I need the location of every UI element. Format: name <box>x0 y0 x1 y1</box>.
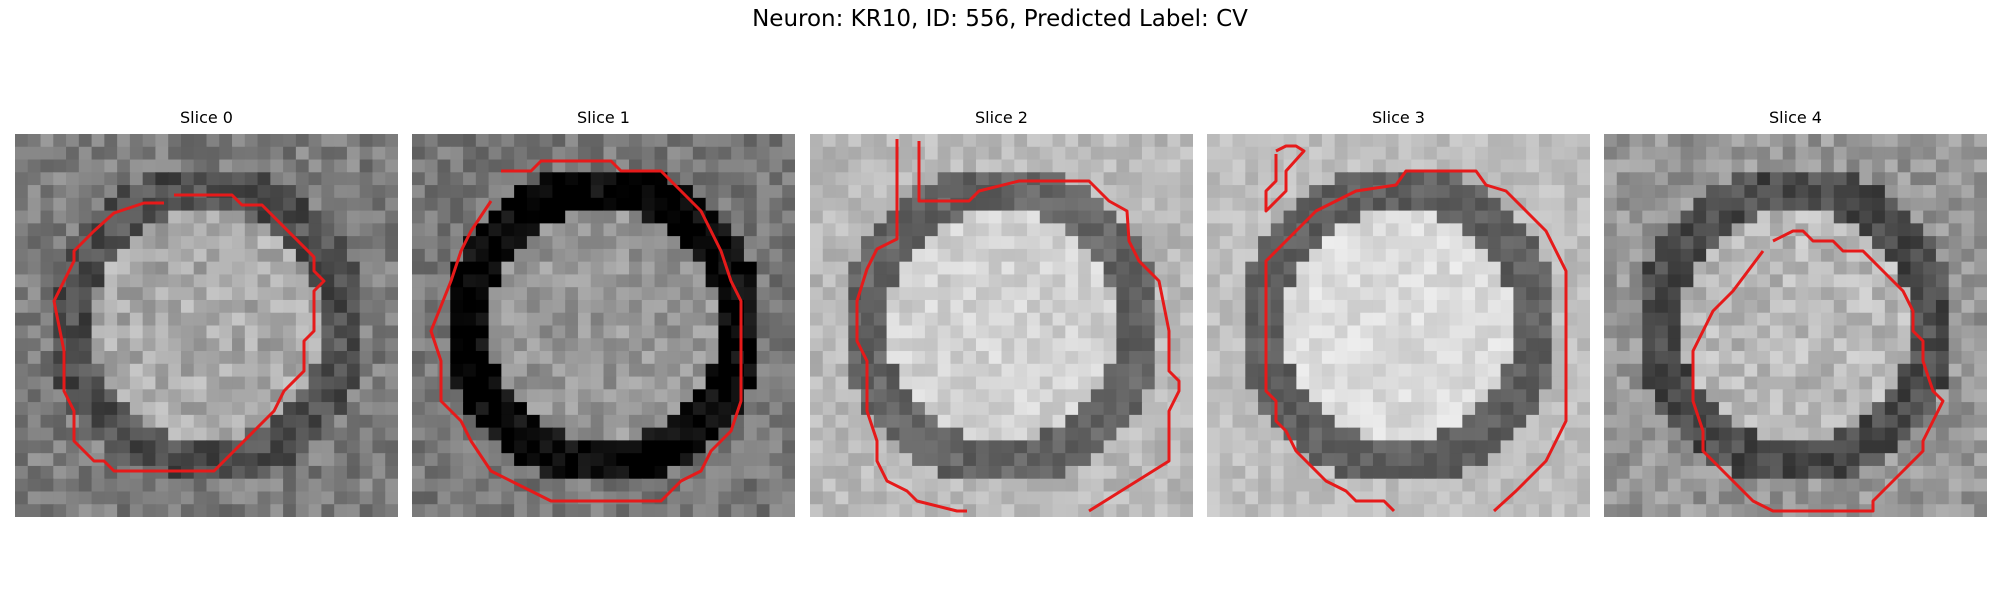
slice-image-frame <box>810 134 1193 517</box>
cell-contour <box>1691 229 1945 513</box>
cell-contour <box>917 141 1181 513</box>
cell-contour <box>855 139 967 513</box>
slice-title: Slice 3 <box>1372 108 1425 127</box>
slice-image-frame <box>15 134 398 517</box>
slice-title: Slice 2 <box>975 108 1028 127</box>
microscopy-image <box>1604 134 1987 517</box>
cell-contour <box>429 159 743 503</box>
cell-contour <box>1264 169 1568 513</box>
slice-title: Slice 0 <box>180 108 233 127</box>
microscopy-image <box>412 134 795 517</box>
microscopy-image <box>810 134 1193 517</box>
cell-contour <box>1264 144 1306 213</box>
cell-contour <box>52 193 326 473</box>
slice-image-frame <box>1207 134 1590 517</box>
microscopy-image <box>15 134 398 517</box>
slice-image-frame <box>1604 134 1987 517</box>
slice-title: Slice 4 <box>1769 108 1822 127</box>
figure-title: Neuron: KR10, ID: 556, Predicted Label: … <box>752 6 1248 32</box>
slice-title: Slice 1 <box>577 108 630 127</box>
microscopy-image <box>1207 134 1590 517</box>
slice-image-frame <box>412 134 795 517</box>
